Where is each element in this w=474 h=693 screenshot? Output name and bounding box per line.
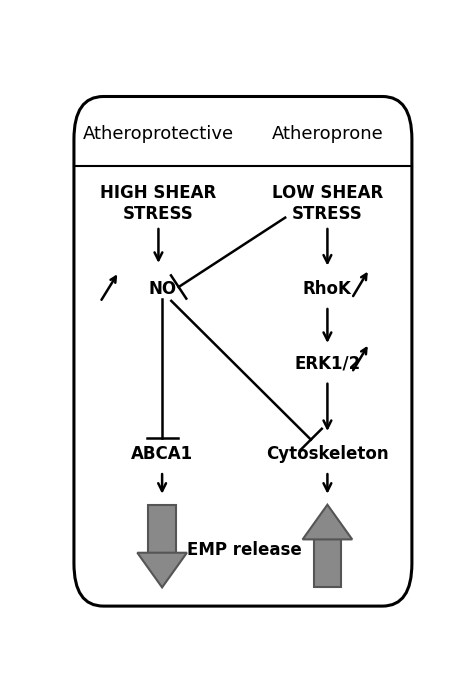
Text: Atheroprotective: Atheroprotective: [83, 125, 234, 143]
Text: RhoK: RhoK: [303, 279, 352, 297]
Bar: [148, 505, 176, 553]
Text: HIGH SHEAR
STRESS: HIGH SHEAR STRESS: [100, 184, 217, 222]
Text: Cytoskeleton: Cytoskeleton: [266, 445, 389, 463]
Text: ERK1/2: ERK1/2: [294, 354, 361, 372]
FancyBboxPatch shape: [74, 96, 412, 606]
Polygon shape: [137, 553, 187, 588]
Text: NO: NO: [148, 279, 176, 297]
Text: ABCA1: ABCA1: [131, 445, 193, 463]
Polygon shape: [302, 505, 352, 539]
Bar: [314, 539, 341, 588]
Text: Atheroprone: Atheroprone: [272, 125, 383, 143]
Text: EMP release: EMP release: [187, 541, 302, 559]
Text: LOW SHEAR
STRESS: LOW SHEAR STRESS: [272, 184, 383, 222]
